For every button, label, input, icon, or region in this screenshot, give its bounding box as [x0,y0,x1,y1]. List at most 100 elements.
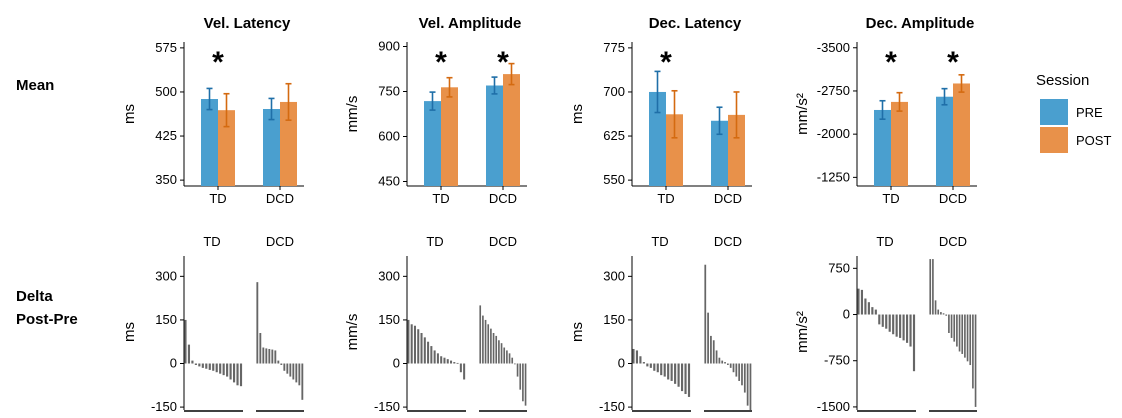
delta-bar-td [184,319,187,364]
y-tick-label: 450 [378,174,400,189]
delta-bar-td [239,363,243,387]
x-tick-label: DCD [939,191,967,206]
y-axis-label: ms [121,322,138,342]
delta-bar-td [663,363,666,377]
y-tick-label: 625 [603,128,625,143]
mean-panel-4: Dec. Amplitude -1250 -2000 -2750 -3500 mm/s² T… [794,15,977,206]
delta-bar-dcd [726,363,729,365]
delta-bar-td [680,363,684,392]
group-label: DCD [266,234,294,249]
delta-bar-dcd [508,353,511,364]
delta-bar-dcd [259,333,262,364]
group-label: DCD [489,234,517,249]
delta-bar-td [687,363,691,397]
delta-bar-td [194,363,197,365]
delta-bar-dcd [495,335,498,364]
delta-bar-dcd [286,363,289,374]
delta-bar-td [215,363,218,373]
delta-bar-td [912,314,916,372]
delta-bar-dcd [735,363,738,377]
delta-bar-dcd [704,264,707,364]
y-axis-label: mm/s [344,314,361,351]
delta-bar-dcd [972,314,974,389]
bar-pre-td [649,91,666,186]
y-tick-label: -3500 [817,40,850,55]
delta-bar-dcd [724,362,726,364]
y-axis-label: ms [569,322,586,342]
delta-bar-dcd [492,333,495,364]
delta-bar-dcd [487,324,490,364]
y-tick-label: 150 [378,312,400,327]
delta-bar-td [427,341,430,364]
row-label-mean: Mean [16,77,54,94]
y-tick-label: 600 [378,129,400,144]
y-tick-label: -750 [824,353,850,368]
delta-bar-td [874,309,877,315]
delta-bar-td [857,288,860,315]
delta-bar-dcd [262,347,265,364]
y-axis-label: mm/s² [794,311,811,353]
delta-bar-dcd [484,319,487,364]
delta-bar-td [229,363,232,380]
delta-bar-dcd [522,363,524,402]
delta-bar-td [436,353,439,364]
delta-bar-td [420,333,423,364]
delta-bar-td [459,363,462,373]
bar-post-td [218,110,235,186]
group-label: TD [203,234,220,249]
x-tick-label: TD [432,191,449,206]
significance-star: * [497,46,509,79]
delta-bar-td [864,298,867,315]
delta-bar-dcd [956,314,958,347]
delta-bar-dcd [301,363,304,400]
delta-bar-td [867,302,870,315]
delta-bar-dcd [514,363,516,365]
delta-bar-dcd [271,349,274,364]
delta-bar-td [646,363,649,367]
delta-bar-dcd [268,348,271,364]
group-label: TD [876,234,893,249]
y-tick-label: 300 [603,268,625,283]
delta-bar-td [895,314,898,337]
delta-bar-td [187,344,191,364]
delta-bar-dcd [958,314,961,352]
y-tick-label: -2750 [817,83,850,98]
delta-bar-dcd [715,350,718,364]
delta-bar-td [892,314,895,335]
y-tick-label: -1250 [817,169,850,184]
delta-bar-dcd [966,314,969,362]
bar-pre-td [874,109,891,186]
y-tick-label: 750 [378,84,400,99]
delta-bar-td [909,314,912,347]
delta-bar-td [407,319,410,364]
delta-bar-dcd [746,363,749,406]
legend: Session PRE POST [1036,72,1111,153]
significance-star: * [885,46,897,79]
delta-bar-td [236,363,239,386]
y-axis-label: mm/s² [794,93,811,135]
delta-bar-td [456,362,459,364]
delta-bar-dcd [950,314,953,338]
y-axis-label: ms [569,104,586,124]
delta-bar-dcd [292,363,295,380]
delta-bar-dcd [498,340,500,364]
delta-bar-dcd [953,314,956,342]
delta-bar-td [878,314,881,325]
delta-bar-dcd [929,259,932,315]
delta-bar-dcd [961,314,964,354]
delta-bar-dcd [295,363,298,383]
delta-bar-td [423,337,426,364]
delta-bar-dcd [940,312,942,315]
delta-bar-td [674,363,677,384]
delta-bar-td [653,363,656,371]
mean-panel-3: Dec. Latency 550 625 700 775 ms TD * DCD [569,15,752,206]
mean-panel-2: Vel. Amplitude 450 600 750 900 mm/s TD * DCD * [344,15,527,206]
delta-bar-td [905,314,909,343]
delta-bar-td [899,314,902,338]
delta-bar-td [433,350,436,364]
legend-label-pre: PRE [1076,105,1103,120]
delta-bar-dcd [969,314,972,366]
delta-bar-dcd [506,350,508,364]
delta-bar-dcd [503,347,506,364]
